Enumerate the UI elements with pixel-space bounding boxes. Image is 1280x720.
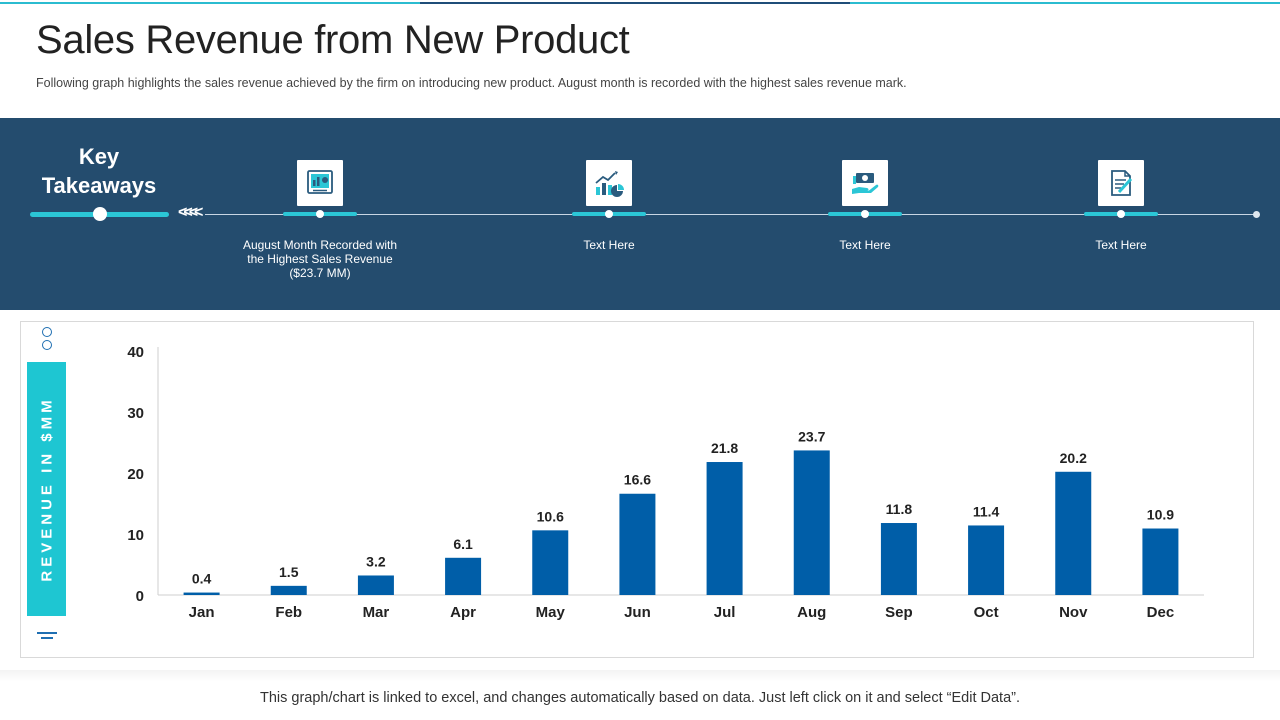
x-tick-label: Jun (624, 604, 651, 621)
takeaway-marker-dot (605, 210, 613, 218)
x-tick-label: Dec (1147, 604, 1175, 621)
page-subtitle: Following graph highlights the sales rev… (36, 76, 907, 90)
x-tick-label: Aug (797, 604, 826, 621)
x-tick-label: Oct (974, 604, 999, 621)
x-tick-label: Mar (363, 604, 390, 621)
bar-value-label: 11.8 (886, 501, 913, 517)
document-edit-icon (1098, 160, 1144, 206)
bar-nov[interactable] (1055, 471, 1092, 595)
bar-value-label: 21.8 (711, 440, 738, 456)
bar-value-label: 10.9 (1147, 507, 1174, 523)
top-accent-line (850, 2, 1280, 4)
bar-dec[interactable] (1142, 528, 1179, 595)
top-accent-line (420, 2, 850, 4)
key-takeaways-slider-knob (93, 207, 107, 221)
x-tick-label: Jul (714, 604, 736, 621)
bar-sep[interactable] (880, 523, 917, 595)
bar-value-label: 23.7 (798, 428, 825, 444)
money-hand-icon (842, 160, 888, 206)
takeaway-marker-dot (316, 210, 324, 218)
presentation-chart-icon (297, 160, 343, 206)
bar-oct[interactable] (968, 525, 1005, 595)
timeline-end-dot (1253, 211, 1260, 218)
y-tick-label: 30 (127, 405, 144, 422)
y-tick-label: 20 (127, 466, 144, 483)
bar-may[interactable] (532, 530, 569, 595)
bar-value-label: 0.4 (192, 571, 212, 587)
decorative-circle-icon (42, 340, 52, 350)
y-axis-label-box: REVENUE IN $MM (27, 362, 66, 616)
bar-value-label: 16.6 (624, 472, 651, 488)
growth-chart-icon (586, 160, 632, 206)
bar-value-label: 6.1 (453, 536, 473, 552)
y-tick-label: 0 (136, 588, 144, 605)
x-tick-label: Jan (189, 604, 215, 621)
x-tick-label: Feb (275, 604, 302, 621)
bar-jun[interactable] (619, 493, 656, 595)
takeaway-text: Text Here (1095, 238, 1147, 252)
key-takeaways-band: Key Takeaways <<<< August Month Recorded… (0, 118, 1280, 310)
bar-feb[interactable] (270, 585, 307, 595)
x-tick-label: Apr (450, 604, 476, 621)
bar-apr[interactable] (445, 557, 482, 595)
bar-value-label: 20.2 (1060, 450, 1087, 466)
x-tick-label: Nov (1059, 604, 1088, 621)
decorative-lines-icon (37, 632, 57, 642)
bar-value-label: 1.5 (279, 564, 299, 580)
page-title: Sales Revenue from New Product (36, 18, 630, 62)
decorative-circle-icon (42, 327, 52, 337)
x-tick-label: Sep (885, 604, 913, 621)
footer-note: This graph/chart is linked to excel, and… (259, 690, 1021, 706)
key-takeaways-heading: Key Takeaways (41, 144, 157, 198)
top-accent-line (0, 2, 420, 4)
footer-shade (0, 670, 1280, 682)
bar-value-label: 11.4 (973, 503, 1000, 519)
takeaway-text: Text Here (583, 238, 635, 252)
bar-jul[interactable] (706, 462, 743, 595)
chart-frame (20, 321, 1254, 658)
takeaway-marker-dot (1117, 210, 1125, 218)
chevrons-left-icon: <<<< (178, 204, 203, 221)
takeaway-text: August Month Recorded with the Highest S… (242, 238, 398, 280)
y-tick-label: 10 (127, 527, 144, 544)
takeaway-marker-dot (861, 210, 869, 218)
timeline-line (205, 214, 1257, 215)
x-tick-label: May (536, 604, 566, 621)
takeaway-text: Text Here (839, 238, 891, 252)
bar-mar[interactable] (357, 575, 394, 595)
bar-value-label: 3.2 (366, 553, 386, 569)
bar-jan[interactable] (183, 592, 220, 595)
bar-aug[interactable] (793, 450, 830, 595)
y-tick-label: 40 (127, 344, 144, 361)
bar-value-label: 10.6 (537, 508, 564, 524)
